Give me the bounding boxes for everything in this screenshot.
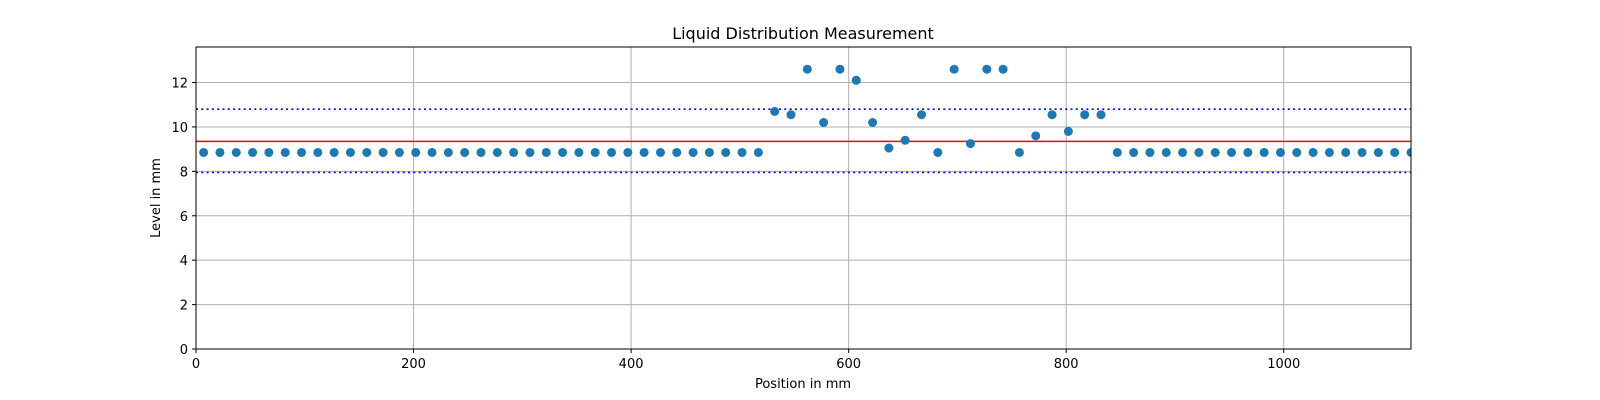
data-point [1324, 147, 1334, 157]
data-point [1373, 147, 1383, 157]
data-point [982, 64, 992, 74]
data-point [770, 106, 780, 116]
data-point [590, 147, 600, 157]
data-point [1096, 110, 1106, 120]
data-point [1014, 147, 1024, 157]
data-point [851, 75, 861, 85]
data-point [802, 64, 812, 74]
data-point [411, 147, 421, 157]
data-point [1178, 147, 1188, 157]
data-point [1243, 147, 1253, 157]
data-point [1031, 131, 1041, 141]
y-tick-label: 6 [180, 210, 188, 225]
x-tick-label: 0 [192, 357, 200, 372]
data-point [345, 147, 355, 157]
data-point [525, 147, 535, 157]
data-point [280, 147, 290, 157]
data-point [786, 110, 796, 120]
x-tick-label: 800 [1054, 357, 1079, 372]
data-point [998, 64, 1008, 74]
data-point [704, 147, 714, 157]
y-tick-label: 10 [171, 121, 188, 136]
data-point [427, 147, 437, 157]
data-point [965, 139, 975, 149]
data-point [868, 118, 878, 127]
data-point [215, 147, 225, 157]
data-point [394, 147, 404, 157]
x-tick-label: 400 [619, 357, 644, 372]
data-point [558, 147, 568, 157]
data-point [1275, 147, 1285, 157]
data-point [1259, 147, 1269, 157]
data-point [264, 147, 274, 157]
x-tick-label: 600 [836, 357, 861, 372]
data-point [884, 143, 894, 153]
data-point [1292, 147, 1302, 157]
data-point [199, 147, 209, 157]
data-point [492, 147, 502, 157]
data-point [835, 64, 845, 74]
y-tick-label: 0 [180, 343, 188, 358]
data-point [900, 135, 910, 145]
data-point [1308, 147, 1318, 157]
data-point [541, 147, 551, 157]
reference-lines-layer [196, 108, 1411, 174]
grid-layer [195, 47, 1411, 350]
data-point [1194, 147, 1204, 157]
y-tick-label: 12 [171, 77, 188, 92]
data-point [297, 147, 307, 157]
chart-title: Liquid Distribution Measurement [672, 24, 934, 43]
data-point [1210, 147, 1220, 157]
data-point [476, 147, 486, 157]
data-point [231, 147, 241, 157]
y-tick-label: 2 [180, 299, 188, 314]
data-point [1129, 147, 1139, 157]
data-point [688, 147, 698, 157]
data-point [574, 147, 584, 157]
data-point [1390, 147, 1400, 157]
y-axis-title: Level in mm [149, 158, 164, 238]
data-point [460, 147, 470, 157]
data-point [623, 147, 633, 157]
plot-frame [195, 46, 1412, 350]
data-point [1161, 147, 1171, 157]
data-point [607, 147, 617, 157]
data-point [737, 147, 747, 157]
x-tick-label: 1000 [1267, 357, 1300, 372]
x-axis-title: Position in mm [755, 377, 851, 392]
data-point [639, 147, 649, 157]
data-point [313, 147, 323, 157]
data-point [378, 147, 388, 157]
data-point [1063, 126, 1073, 136]
data-point [1341, 147, 1351, 157]
tick-layer: 0 200 400 600 800 1000 0 2 4 6 8 10 12 [171, 77, 1300, 372]
data-point [721, 147, 731, 157]
data-point [362, 147, 372, 157]
data-point [248, 147, 258, 157]
data-point [1145, 147, 1155, 157]
data-point [1112, 147, 1122, 157]
data-point [655, 147, 665, 157]
data-point [1406, 147, 1411, 157]
y-tick-label: 4 [180, 254, 188, 269]
data-point [917, 110, 927, 120]
data-point [933, 147, 943, 157]
data-point [672, 147, 682, 157]
data-point [1080, 110, 1090, 120]
data-point [949, 64, 959, 74]
data-point [1047, 110, 1057, 120]
x-tick-label: 200 [401, 357, 426, 372]
data-point [753, 147, 763, 157]
data-point [443, 147, 453, 157]
data-point [819, 118, 829, 127]
data-point [509, 147, 519, 157]
data-point [329, 147, 339, 157]
y-tick-label: 8 [180, 165, 188, 180]
data-points-layer [199, 64, 1411, 157]
data-point [1227, 147, 1237, 157]
data-point [1357, 147, 1367, 157]
